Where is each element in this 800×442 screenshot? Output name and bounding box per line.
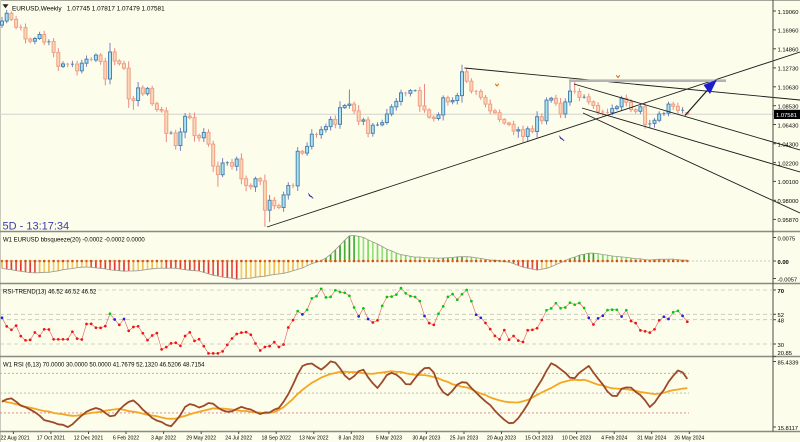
- svg-text:85.4339: 85.4339: [778, 360, 799, 366]
- svg-text:10 Dec 2023: 10 Dec 2023: [562, 435, 592, 441]
- svg-text:0.00: 0.00: [778, 260, 789, 266]
- svg-text:1.08530: 1.08530: [778, 105, 799, 111]
- svg-text:1.10630: 1.10630: [778, 86, 799, 92]
- svg-text:1.04300: 1.04300: [778, 143, 799, 149]
- svg-text:17 Oct 2021: 17 Oct 2021: [37, 435, 65, 441]
- svg-text:8 Jan 2023: 8 Jan 2023: [338, 435, 364, 441]
- svg-text:RSI-TREND(13) 46.52 46.52 46.5: RSI-TREND(13) 46.52 46.52 46.52: [3, 290, 97, 296]
- svg-text:1.00100: 1.00100: [778, 180, 799, 186]
- svg-text:-0.0057: -0.0057: [778, 277, 798, 283]
- svg-text:52: 52: [778, 313, 784, 319]
- svg-text:1.16960: 1.16960: [778, 29, 799, 35]
- svg-text:1.12730: 1.12730: [778, 67, 799, 73]
- svg-text:1.06430: 1.06430: [778, 123, 799, 129]
- svg-text:24 Jul 2022: 24 Jul 2022: [225, 435, 252, 441]
- svg-text:5 Mar 2023: 5 Mar 2023: [376, 435, 402, 441]
- svg-text:18 Sep 2022: 18 Sep 2022: [261, 435, 291, 441]
- svg-text:48: 48: [778, 319, 784, 325]
- svg-text:29 May 2022: 29 May 2022: [186, 435, 216, 441]
- svg-text:W1 EURUSD bbsqueeze(20) -0.000: W1 EURUSD bbsqueeze(20) -0.0002 -0.0002 …: [3, 238, 145, 244]
- svg-text:4 Feb 2024: 4 Feb 2024: [601, 435, 627, 441]
- svg-text:30: 30: [778, 343, 784, 349]
- svg-text:0.0075: 0.0075: [778, 236, 796, 242]
- svg-text:30 Apr 2023: 30 Apr 2023: [412, 435, 440, 441]
- svg-text:6 Feb 2022: 6 Feb 2022: [113, 435, 139, 441]
- svg-text:0.98000: 0.98000: [778, 199, 799, 205]
- svg-text:5D - 13:17:34: 5D - 13:17:34: [3, 220, 70, 232]
- svg-text:20 Aug 2023: 20 Aug 2023: [487, 435, 516, 441]
- svg-text:0.95870: 0.95870: [778, 218, 799, 224]
- svg-text:15.8117: 15.8117: [778, 426, 799, 432]
- svg-text:1.19060: 1.19060: [778, 10, 799, 16]
- svg-text:26 May 2024: 26 May 2024: [674, 435, 704, 441]
- svg-text:12 Dec 2021: 12 Dec 2021: [74, 435, 104, 441]
- svg-text:1.02200: 1.02200: [778, 161, 799, 167]
- svg-text:3 Apr 2022: 3 Apr 2022: [151, 435, 176, 441]
- svg-text:31 Mar 2024: 31 Mar 2024: [637, 435, 666, 441]
- svg-text:15 Oct 2023: 15 Oct 2023: [525, 435, 553, 441]
- svg-text:22 Aug 2021: 22 Aug 2021: [1, 435, 30, 441]
- svg-text:W1 RSI (6,13) 70.0000 30.0000: W1 RSI (6,13) 70.0000 30.0000 50.0000 41…: [3, 363, 205, 369]
- svg-text:EURUSD,Weekly 1.07745 1.0781: EURUSD,Weekly 1.07745 1.07817 1.07479 1.…: [12, 5, 165, 12]
- svg-text:13 Nov 2022: 13 Nov 2022: [299, 435, 329, 441]
- svg-text:1.14860: 1.14860: [778, 48, 799, 54]
- svg-text:20.85: 20.85: [778, 351, 793, 357]
- svg-text:1.07581: 1.07581: [776, 113, 797, 119]
- svg-text:70: 70: [778, 289, 784, 295]
- svg-text:25 Jun 2023: 25 Jun 2023: [450, 435, 479, 441]
